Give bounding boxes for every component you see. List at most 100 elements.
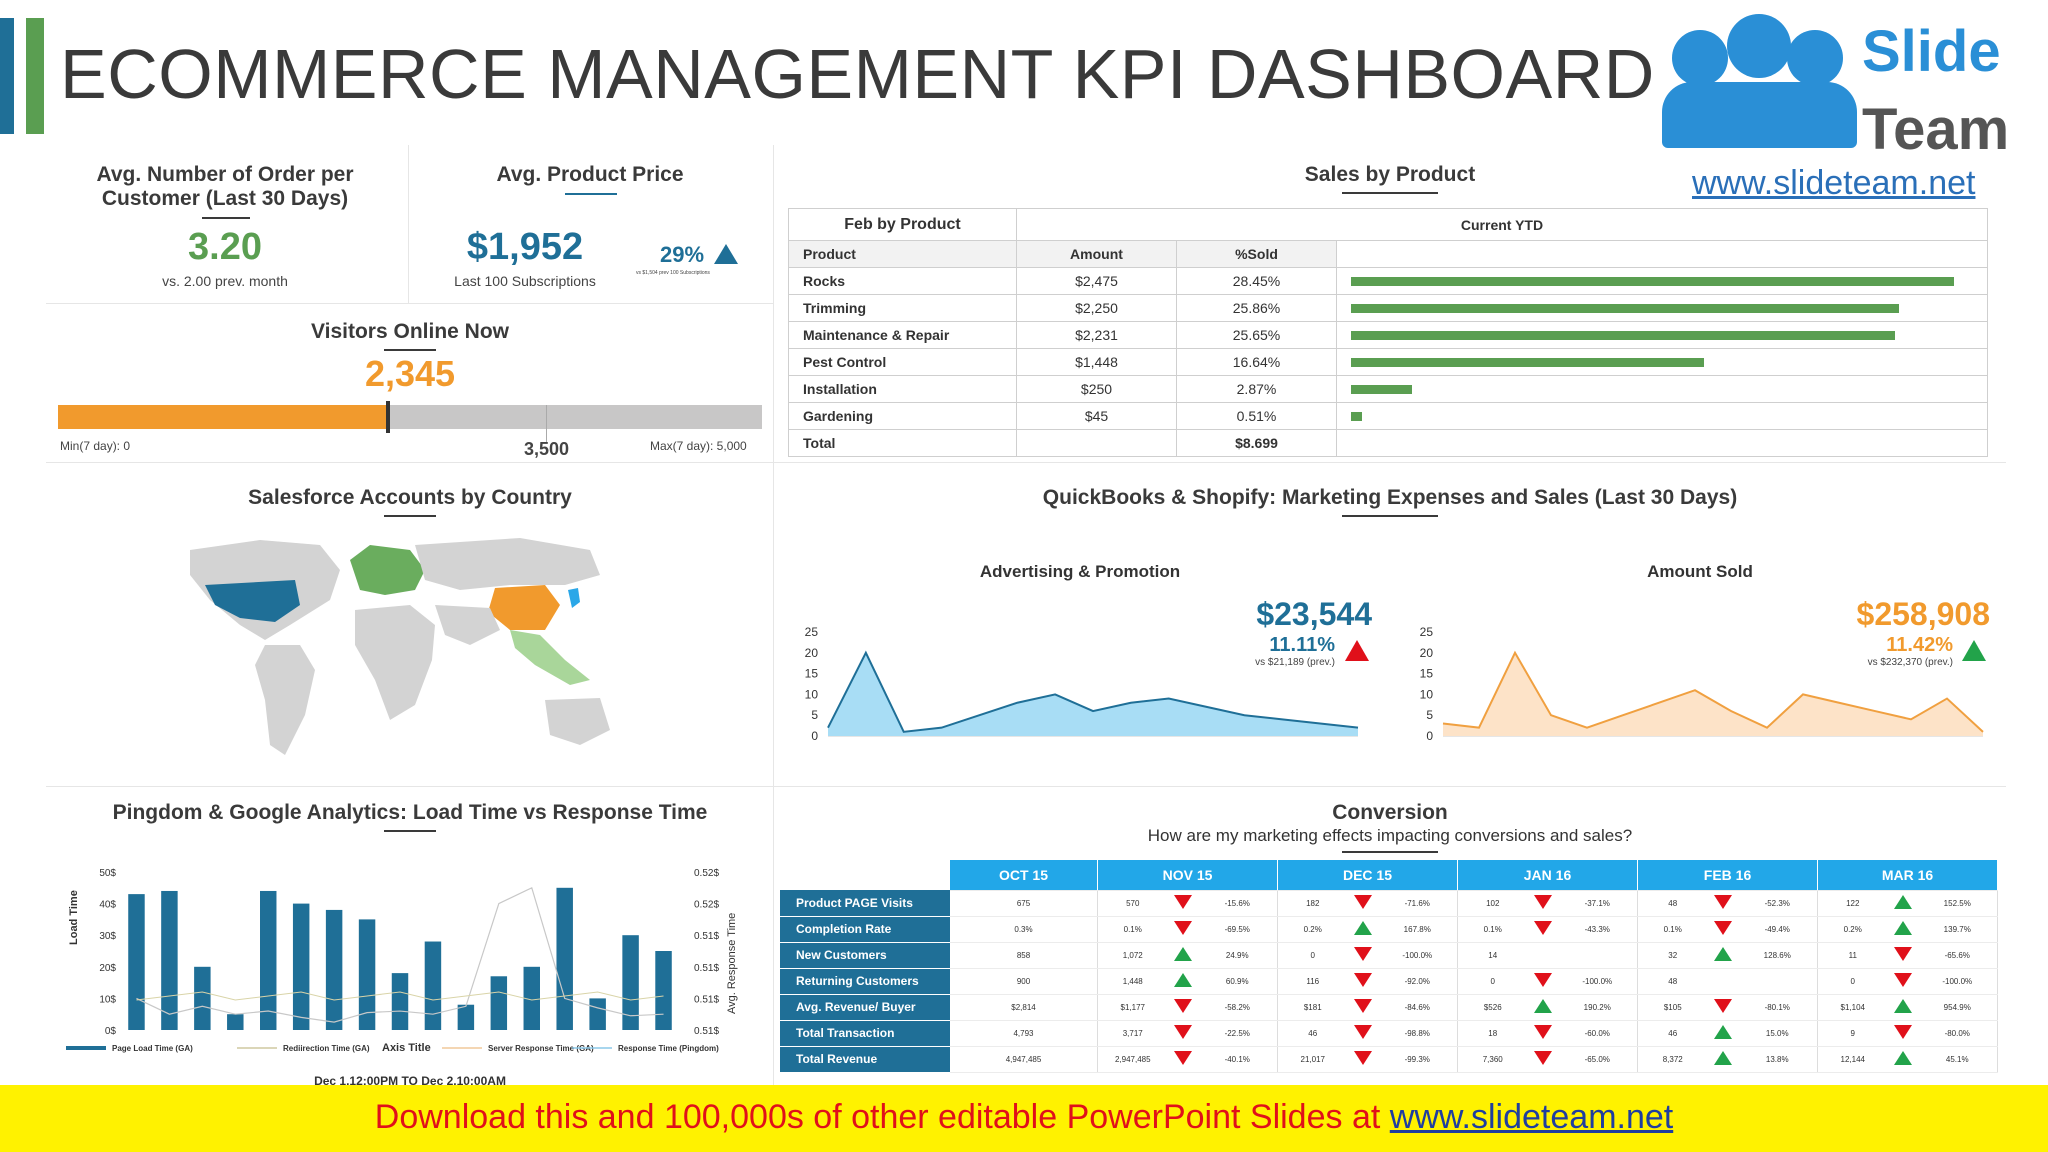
conversion-table: OCT 15 NOV 15 DEC 15 JAN 16 FEB 16 MAR 16 Pro… bbox=[780, 860, 1998, 1073]
arrow-up-icon bbox=[1173, 973, 1192, 987]
arrow-up-icon bbox=[1345, 640, 1369, 666]
bar bbox=[260, 890, 277, 1030]
logo-url[interactable]: www.slideteam.net bbox=[1692, 164, 1976, 202]
arrow-up-icon bbox=[1962, 640, 1986, 666]
person-icon bbox=[1672, 30, 1728, 86]
person-icon bbox=[1727, 14, 1791, 78]
trend-arrow-cell bbox=[1347, 1046, 1378, 1073]
metric-value: 0.2% bbox=[1277, 916, 1348, 943]
product-name: Gardening bbox=[788, 402, 1017, 430]
product-amount: $2,231 bbox=[1016, 321, 1177, 349]
metric-value: 0.3% bbox=[950, 916, 1098, 943]
arrow-up-icon bbox=[1713, 1025, 1732, 1039]
bar bbox=[589, 998, 606, 1030]
arrow-down-icon bbox=[1713, 895, 1732, 909]
visitors-gauge bbox=[58, 401, 762, 443]
trend-arrow-cell bbox=[1887, 942, 1918, 969]
conversion-sub: How are my marketing effects impacting c… bbox=[1147, 826, 1633, 845]
marketing-heading: QuickBooks & Shopify: Marketing Expenses… bbox=[1042, 486, 1738, 509]
trend-arrow-cell bbox=[1707, 1046, 1738, 1073]
product-name: Installation bbox=[788, 375, 1017, 403]
month-header: DEC 15 bbox=[1277, 860, 1458, 891]
metric-label: New Customers bbox=[780, 942, 950, 969]
product-row: Rocks $2,475 28.45% bbox=[788, 267, 1988, 295]
product-bar-cell bbox=[1336, 348, 1988, 376]
month-header: OCT 15 bbox=[950, 860, 1098, 891]
product-amount: $2,250 bbox=[1016, 294, 1177, 322]
footer-text: Download this and 100,000s of other edit… bbox=[0, 1098, 2048, 1137]
avg-orders-sub: vs. 2.00 prev. month bbox=[162, 273, 288, 289]
product-bar bbox=[1351, 357, 1704, 367]
product-name: Rocks bbox=[788, 267, 1017, 295]
trend-arrow-cell bbox=[1167, 1020, 1198, 1047]
product-bar-cell bbox=[1336, 375, 1988, 403]
metric-value: 4,947,485 bbox=[950, 1046, 1098, 1073]
bar bbox=[227, 1014, 244, 1030]
bar bbox=[161, 890, 178, 1030]
conversion-row: Completion Rate 0.3% 0.1% -69.5% 0.2% 167.8% 0… bbox=[780, 916, 1998, 943]
map-middle-east bbox=[435, 605, 500, 645]
metric-label: Total Transaction bbox=[780, 1020, 950, 1047]
trend-arrow-cell bbox=[1167, 968, 1198, 995]
product-bar bbox=[1351, 303, 1900, 313]
footer-link[interactable]: www.slideteam.net bbox=[1389, 1098, 1674, 1136]
metric-change: -40.1% bbox=[1197, 1046, 1278, 1073]
trend-arrow-cell bbox=[1527, 1020, 1558, 1047]
y-tick-label: 5 bbox=[811, 708, 818, 722]
arrow-up-icon bbox=[1713, 1051, 1732, 1065]
metric-label: Completion Rate bbox=[780, 916, 950, 943]
trend-arrow-cell bbox=[1167, 1046, 1198, 1073]
map-europe bbox=[350, 545, 425, 595]
metric-value: 182 bbox=[1277, 890, 1348, 917]
metric-change: -80.1% bbox=[1737, 994, 1818, 1021]
product-amount: $2,475 bbox=[1016, 267, 1177, 295]
metric-change: -100.0% bbox=[1917, 968, 1998, 995]
conversion-row: Returning Customers 900 1,448 60.9% 116 -92.0… bbox=[780, 968, 1998, 995]
total-amount bbox=[1016, 429, 1177, 457]
y-tick-label: 50$ bbox=[99, 868, 116, 879]
product-amount: $1,448 bbox=[1016, 348, 1177, 376]
trend-arrow-cell bbox=[1347, 890, 1378, 917]
ylabel-right: Avg. Response Time bbox=[726, 912, 738, 1014]
metric-value: 0.1% bbox=[1097, 916, 1168, 943]
metric-change: -37.1% bbox=[1557, 890, 1638, 917]
metric-change: -71.6% bbox=[1377, 890, 1458, 917]
trend-arrow-cell bbox=[1167, 890, 1198, 917]
trend-arrow-cell bbox=[1167, 916, 1198, 943]
arrow-up-icon bbox=[1173, 947, 1192, 961]
col-amount: Amount bbox=[1016, 240, 1177, 268]
heading-underline bbox=[384, 515, 436, 517]
metric-value: 9 bbox=[1817, 1020, 1888, 1047]
area-fill bbox=[1443, 652, 1983, 736]
metric-value: 46 bbox=[1277, 1020, 1348, 1047]
metric-value: 0.1% bbox=[1637, 916, 1708, 943]
series-line bbox=[1442, 650, 1984, 733]
metric-change: -58.2% bbox=[1197, 994, 1278, 1021]
avg-price-value: $1,952 bbox=[466, 226, 584, 268]
logo-text-team: Team bbox=[1862, 97, 2010, 162]
metric-change bbox=[1737, 968, 1818, 995]
y2-tick-label: 0.51$ bbox=[694, 1026, 719, 1037]
arrow-up-icon bbox=[1893, 999, 1912, 1013]
conversion-row: Total Revenue 4,947,485 2,947,485 -40.1% 21,… bbox=[780, 1046, 1998, 1073]
legend-label: Response Time (Pingdom) bbox=[618, 1044, 719, 1053]
arrow-up-icon bbox=[1533, 999, 1552, 1013]
legend-label: Server Response Time (GA) bbox=[488, 1044, 594, 1053]
y-tick-label: 0$ bbox=[105, 1026, 117, 1037]
trend-arrow-cell bbox=[1707, 942, 1738, 969]
metric-value: 8,372 bbox=[1637, 1046, 1708, 1073]
trend-arrow-cell bbox=[1527, 916, 1558, 943]
arrow-down-icon bbox=[1893, 1025, 1912, 1039]
metric-value: 675 bbox=[950, 890, 1098, 917]
product-bar bbox=[1351, 330, 1895, 340]
sales-by-product-table: Feb by Product Current YTD Product Amoun… bbox=[788, 208, 1988, 457]
metric-value: 116 bbox=[1277, 968, 1348, 995]
adv-sub: vs $21,189 (prev.) bbox=[1255, 657, 1335, 668]
trend-arrow-cell bbox=[1347, 942, 1378, 969]
metric-value: 900 bbox=[950, 968, 1098, 995]
group-left-header: Feb by Product bbox=[788, 208, 1017, 241]
people-body-icon bbox=[1662, 82, 1857, 148]
map-china bbox=[488, 585, 560, 630]
product-name: Pest Control bbox=[788, 348, 1017, 376]
avg-orders-value: 3.20 bbox=[188, 226, 262, 268]
